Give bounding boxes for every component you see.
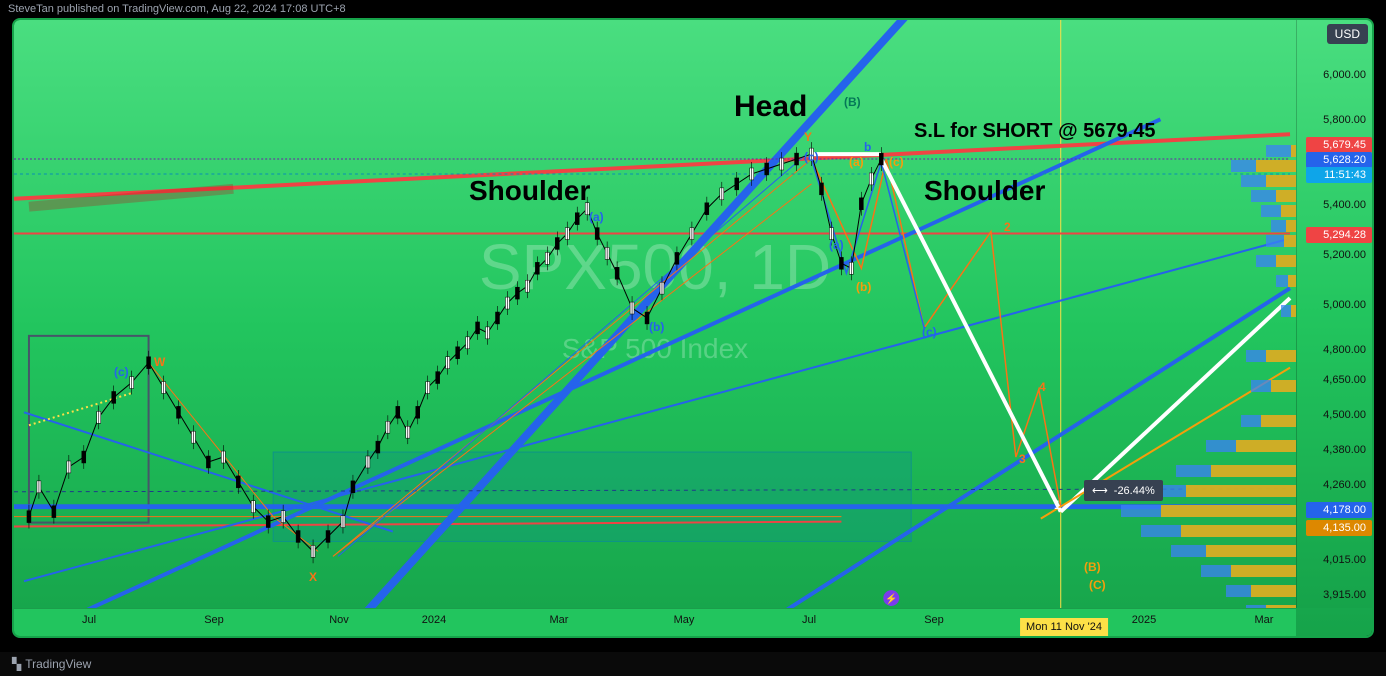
price-tick: 5,000.00	[1323, 299, 1366, 311]
time-tick: Mar	[550, 614, 569, 626]
tradingview-logo-icon: ▚	[12, 657, 21, 671]
time-tick: Jul	[802, 614, 816, 626]
wave-label: 2	[1004, 220, 1011, 234]
time-tick: Sep	[924, 614, 944, 626]
wave-label: (B)	[844, 95, 861, 109]
vol-bar-yellow	[1288, 275, 1296, 287]
vol-bar-yellow	[1181, 525, 1296, 537]
vol-bar-yellow	[1266, 175, 1296, 187]
head-label: Head	[734, 90, 807, 124]
vol-bar-yellow	[1281, 205, 1296, 217]
time-axis[interactable]: Jul Sep Nov 2024 Mar May Jul Sep 2025 Mar Mon 11 …	[14, 608, 1296, 636]
price-tick: 4,260.00	[1323, 479, 1366, 491]
price-tag: 4,178.00	[1306, 502, 1372, 518]
wave-label: b	[864, 140, 871, 154]
wave-label: (B)	[1084, 560, 1101, 574]
vol-bar-yellow	[1231, 565, 1296, 577]
price-tag: 4,135.00	[1306, 520, 1372, 536]
publish-info: SteveTan published on TradingView.com, A…	[8, 3, 346, 15]
vol-bar-yellow	[1284, 235, 1296, 247]
percent-value: -26.44%	[1114, 485, 1155, 497]
vol-bar-yellow	[1271, 380, 1296, 392]
chart-container: SPX500, 1D S&P 500 Index ⚡ Head Shoulder…	[12, 18, 1374, 638]
wave-label: (b)	[856, 280, 871, 294]
wave-label: X	[309, 570, 317, 584]
vol-bar-yellow	[1251, 585, 1296, 597]
currency-badge: USD	[1327, 24, 1368, 44]
wave-label: Y	[804, 130, 812, 144]
wave-label: (a)	[589, 210, 604, 224]
vol-bar-yellow	[1186, 485, 1296, 497]
wave-label: (b)	[649, 320, 664, 334]
price-tick: 4,650.00	[1323, 374, 1366, 386]
wave-label: 4	[1039, 380, 1046, 394]
vol-bar-yellow	[1266, 350, 1296, 362]
wave-label: (C)	[1089, 578, 1106, 592]
time-tick: Nov	[329, 614, 349, 626]
vol-bar-yellow	[1236, 440, 1296, 452]
price-tick: 5,800.00	[1323, 114, 1366, 126]
time-tick: 2025	[1132, 614, 1156, 626]
wave-label: (a)	[829, 238, 844, 252]
time-tick: May	[674, 614, 695, 626]
wave-label: (c)	[922, 325, 937, 339]
measure-icon: ⟷	[1092, 484, 1108, 497]
publish-header: SteveTan published on TradingView.com, A…	[0, 0, 1386, 18]
time-tick: 2024	[422, 614, 446, 626]
wave-label: W	[154, 355, 165, 369]
vol-bar-yellow	[1276, 190, 1296, 202]
wave-label: 3	[1019, 452, 1026, 466]
wave-label: (a)	[849, 155, 864, 169]
price-tick: 5,200.00	[1323, 249, 1366, 261]
vol-bar-yellow	[1211, 465, 1296, 477]
vol-bar-yellow	[1286, 220, 1296, 232]
vol-bar-yellow	[1261, 415, 1296, 427]
price-tick: 4,800.00	[1323, 344, 1366, 356]
wave-label: (c)	[804, 150, 819, 164]
time-tick: Sep	[204, 614, 224, 626]
vol-bar-yellow	[1276, 255, 1296, 267]
percent-change-box: ⟷ -26.44%	[1084, 480, 1163, 501]
price-tick: 5,400.00	[1323, 199, 1366, 211]
vol-bar-yellow	[1256, 160, 1296, 172]
svg-text:⚡: ⚡	[885, 592, 897, 605]
wave-label: (c)	[889, 155, 904, 169]
plot-svg: ⚡	[14, 20, 1296, 608]
price-tick: 4,015.00	[1323, 554, 1366, 566]
time-highlight: Mon 11 Nov '24	[1020, 618, 1108, 636]
plot-area[interactable]: SPX500, 1D S&P 500 Index ⚡ Head Shoulder…	[14, 20, 1296, 608]
price-tag: 11:51:43	[1306, 167, 1372, 183]
price-tag: 5,628.20	[1306, 152, 1372, 168]
price-tick: 4,500.00	[1323, 409, 1366, 421]
vol-bar-yellow	[1161, 505, 1296, 517]
time-tick: Jul	[82, 614, 96, 626]
price-tag: 5,679.45	[1306, 137, 1372, 153]
brand-name: TradingView	[25, 657, 91, 671]
time-tick: Mar	[1255, 614, 1274, 626]
price-tag: 5,294.28	[1306, 227, 1372, 243]
vol-bar-yellow	[1206, 545, 1296, 557]
price-tick: 3,915.00	[1323, 589, 1366, 601]
footer: ▚ TradingView	[0, 652, 1386, 676]
price-tick: 4,380.00	[1323, 444, 1366, 456]
wave-label: (c)	[114, 365, 129, 379]
wave-label: 1	[1054, 498, 1061, 512]
price-tick: 6,000.00	[1323, 69, 1366, 81]
stoploss-label: S.L for SHORT @ 5679.45	[914, 120, 1155, 143]
shoulder-left-label: Shoulder	[469, 175, 590, 207]
shoulder-right-label: Shoulder	[924, 175, 1045, 207]
price-axis[interactable]: USD 6,000.00 5,800.00 5,400.00 5,200.00 5,00…	[1296, 20, 1372, 608]
